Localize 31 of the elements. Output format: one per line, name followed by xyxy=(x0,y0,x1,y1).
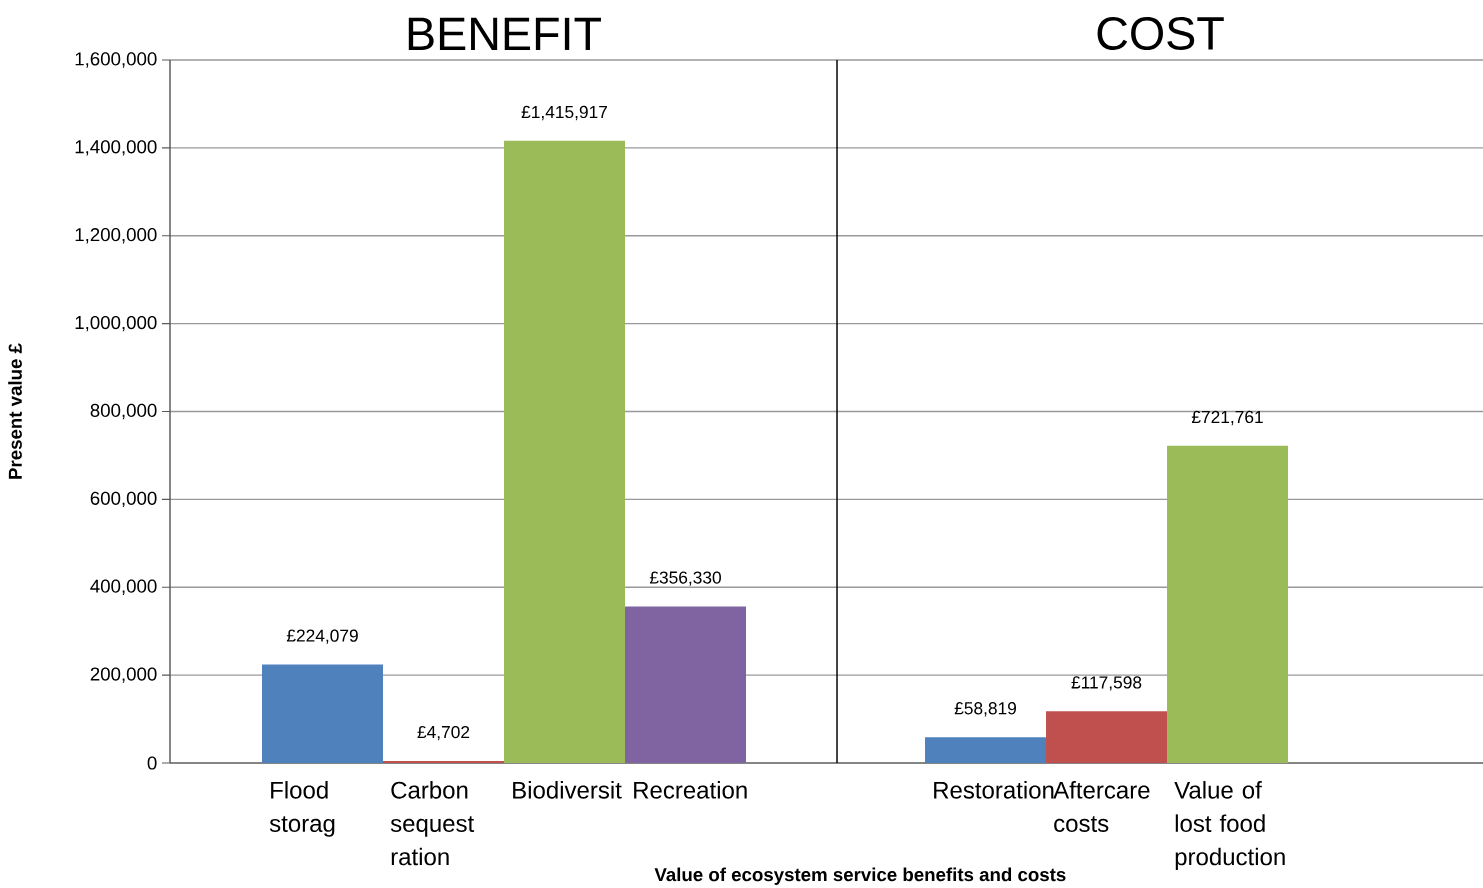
y-tick-label: 600,000 xyxy=(90,491,157,508)
x-tick-label: Recreation xyxy=(634,781,747,799)
x-tick-label: Carbon sequest ration xyxy=(390,781,475,866)
chart-title: COST xyxy=(1097,16,1224,50)
chart-title: BENEFIT xyxy=(408,17,601,50)
bar xyxy=(383,760,505,763)
x-tick-label: Restoration xyxy=(934,781,1054,799)
data-label: £4,702 xyxy=(417,725,470,741)
y-tick-label: 200,000 xyxy=(90,667,157,683)
y-tick-label: 1,200,000 xyxy=(75,228,157,244)
y-tick-label: 1,600,000 xyxy=(75,52,157,68)
bar xyxy=(625,606,747,763)
x-tick-label: Aftercare costs xyxy=(1053,781,1150,832)
data-label: £356,330 xyxy=(649,571,721,586)
y-tick-label: 1,400,000 xyxy=(75,140,157,156)
bar xyxy=(262,664,384,763)
data-label: £117,598 xyxy=(1071,676,1142,691)
data-label: £58,819 xyxy=(954,702,1017,717)
data-label: £224,079 xyxy=(286,629,358,644)
y-tick-label: 400,000 xyxy=(90,579,157,595)
data-label: £721,761 xyxy=(1191,410,1263,426)
x-tick-label: Biodiversit xyxy=(513,781,622,799)
x-axis-title: Value of ecosystem service benefits and costs xyxy=(654,867,1066,885)
x-tick-label: Value of lost food production xyxy=(1174,781,1285,871)
bar xyxy=(504,140,626,763)
y-tick-label: 1,000,000 xyxy=(75,315,157,332)
y-tick-label: 0 xyxy=(147,756,157,770)
y-axis-title: Present value £ xyxy=(8,343,22,479)
x-tick-label: Flood storag xyxy=(269,781,335,837)
data-label: £1,415,917 xyxy=(521,105,607,121)
y-tick-label: 800,000 xyxy=(90,403,157,420)
